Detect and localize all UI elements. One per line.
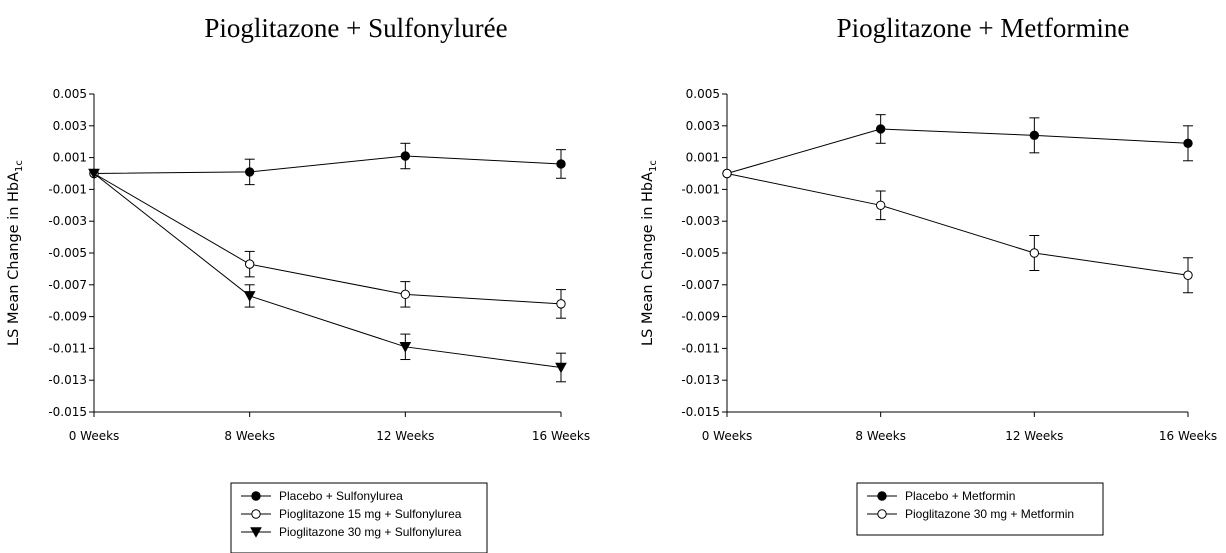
x-tick-label: 16 Weeks (1159, 429, 1217, 443)
y-tick-label: -0.007 (681, 278, 720, 292)
y-tick-label: -0.003 (48, 214, 87, 228)
x-tick-label: 8 Weeks (855, 429, 906, 443)
series-line (93, 173, 562, 368)
data-point (875, 200, 886, 211)
y-tick-label: 0.005 (686, 87, 720, 101)
x-tick-label: 8 Weeks (224, 429, 275, 443)
y-axis-label-main: LS Mean Change in HbA (6, 172, 22, 346)
chart-title: Pioglitazone + Sulfonylurée (204, 13, 507, 43)
data-point (1029, 248, 1040, 258)
y-tick-label: -0.011 (681, 341, 720, 355)
y-axis-label-subscript: 1c (648, 160, 659, 172)
y-tick-label: 0.001 (53, 151, 87, 165)
legend-marker (250, 527, 262, 538)
y-tick-label: -0.005 (48, 246, 87, 260)
data-point (555, 362, 567, 374)
series-3 (88, 168, 567, 383)
series-line (726, 128, 1189, 174)
y-tick-label: -0.013 (681, 373, 720, 387)
legend-marker (877, 509, 887, 519)
chart-panel-1: Pioglitazone + Sulfonylurée 0.005 0.003 0.0… (6, 13, 590, 553)
legend-marker (877, 491, 887, 501)
y-tick-label: -0.001 (48, 182, 87, 196)
series-line (726, 173, 1189, 276)
y-tick-label: -0.011 (48, 341, 87, 355)
series-1 (89, 142, 566, 186)
legend: Placebo + Sulfonylurea Pioglitazone 15 mg… (230, 482, 488, 553)
y-tick-label: -0.001 (681, 182, 720, 196)
series-1 (722, 114, 1193, 179)
y-tick-label: -0.009 (681, 310, 720, 324)
data-point (556, 299, 566, 309)
legend-label: Pioglitazone 30 mg + Sulfonylurea (279, 525, 462, 539)
data-point (1183, 270, 1193, 280)
data-point (244, 259, 255, 269)
y-tick-label: 0.001 (686, 151, 720, 165)
legend-label: Placebo + Metformin (905, 489, 1015, 503)
y-tick-label: -0.013 (48, 373, 87, 387)
series-line (93, 155, 562, 174)
y-tick-label: -0.009 (48, 310, 87, 324)
data-point (1029, 130, 1040, 141)
data-point (88, 168, 100, 180)
x-tick-label: 0 Weeks (702, 429, 753, 443)
legend-marker (251, 509, 261, 519)
series-2 (722, 168, 1193, 294)
y-tick-label: 0.003 (53, 119, 87, 133)
series-2 (89, 168, 566, 319)
data-point (243, 291, 256, 302)
y-axis-label-subscript: 1c (14, 160, 25, 172)
y-tick-label: -0.007 (48, 278, 87, 292)
data-point (400, 151, 411, 161)
y-tick-label: -0.015 (681, 405, 720, 419)
y-tick-label: 0.003 (686, 119, 720, 133)
y-tick-label: 0.005 (53, 87, 87, 101)
legend-box (856, 482, 1104, 536)
data-point (875, 124, 886, 134)
data-point (400, 289, 411, 300)
chart-panel-2: Pioglitazone + Metformine 0.005 0.003 0.001… (640, 13, 1217, 536)
data-point (244, 167, 255, 177)
y-axis-label-main: LS Mean Change in HbA (640, 172, 656, 346)
y-axis-label: LS Mean Change in HbA1c (640, 160, 659, 346)
x-tick-label: 12 Weeks (376, 429, 434, 443)
y-tick-label: -0.005 (681, 246, 720, 260)
x-tick-label: 12 Weeks (1005, 429, 1063, 443)
data-point (722, 168, 732, 179)
legend-label: Pioglitazone 15 mg + Sulfonylurea (279, 507, 462, 521)
y-tick-label: -0.015 (48, 405, 87, 419)
legend-marker (251, 491, 261, 501)
chart-title: Pioglitazone + Metformine (837, 13, 1130, 43)
y-axis-label: LS Mean Change in HbA1c (6, 160, 25, 346)
legend-label: Pioglitazone 30 mg + Metformin (905, 507, 1074, 521)
x-tick-label: 16 Weeks (532, 429, 590, 443)
data-point (1183, 138, 1193, 148)
legend: Placebo + Metformin Pioglitazone 30 mg + … (856, 482, 1104, 536)
x-tick-label: 0 Weeks (69, 429, 120, 443)
y-tick-label: -0.003 (681, 214, 720, 228)
data-point (556, 159, 566, 169)
series-line (93, 173, 562, 305)
legend-box (230, 482, 488, 553)
legend-label: Placebo + Sulfonylurea (279, 489, 403, 503)
data-point (399, 342, 412, 353)
